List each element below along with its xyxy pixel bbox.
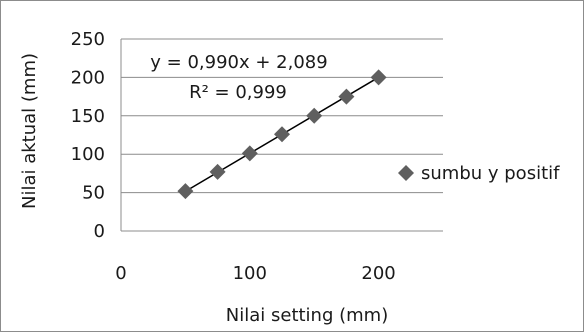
y-tick-label: 200 [71,67,105,88]
y-tick-label: 100 [71,144,105,165]
x-tick-label: 200 [361,263,395,284]
legend-marker-diamond [398,165,414,181]
data-point [370,69,387,86]
y-tick-label: 50 [82,183,105,204]
legend: sumbu y positif [398,163,560,184]
axes: 0 50 100 150 200 250 0 100 200 [71,29,443,284]
gridlines [121,38,443,194]
y-tick-label: 150 [71,106,105,127]
trendline-equation: y = 0,990x + 2,089 [150,52,327,73]
y-tick-label: 250 [71,29,105,50]
y-tick-label: 0 [94,221,105,242]
data-point [177,183,194,200]
data-point [338,88,355,105]
legend-label: sumbu y positif [421,163,560,184]
data-point [306,107,323,124]
data-point [241,145,258,162]
data-point [209,163,226,180]
x-axis-title: Nilai setting (mm) [226,305,388,326]
data-points [177,69,387,200]
r-squared-label: R² = 0,999 [189,82,287,103]
x-tick-label: 0 [115,263,126,284]
y-axis-title: Nilai aktual (mm) [19,53,40,209]
data-point [274,126,290,143]
x-tick-label: 100 [233,263,267,284]
